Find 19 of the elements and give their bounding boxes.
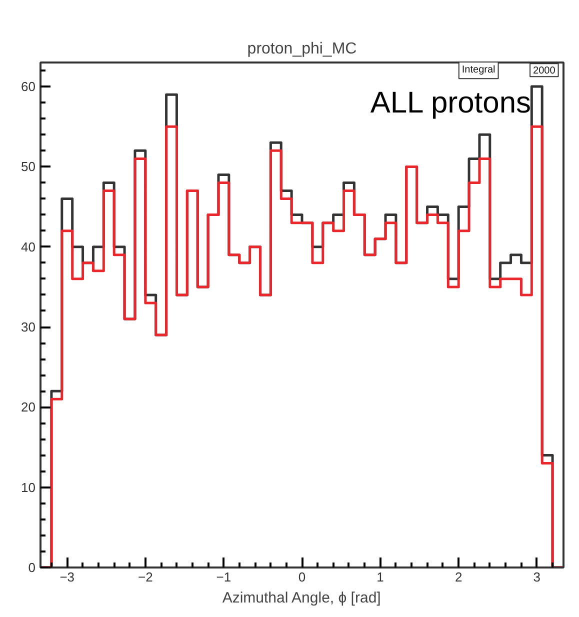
y-tick-label: 60 [21,79,36,94]
x-tick-label: −1 [216,570,232,584]
y-tick-label: 50 [21,159,36,174]
x-axis-title: Azimuthal Angle, ϕ [rad] [222,590,381,606]
annotation: ALL protons [370,86,532,120]
y-tick-label: 20 [21,400,36,415]
annotation: 2000 [533,66,556,77]
x-tick-label: 0 [298,570,306,584]
chart-title: proton_phi_MC [247,40,357,58]
y-tick-label: 10 [21,480,36,495]
y-tick-label: 30 [21,320,36,335]
x-tick-label: −2 [138,570,153,584]
x-tick-label: 1 [376,570,384,584]
annotation: Integral [462,64,496,76]
y-tick-label: 0 [28,560,36,575]
x-tick-label: 2 [454,570,462,584]
y-tick-label: 40 [21,239,36,254]
x-tick-label: −3 [60,570,75,584]
x-tick-label: 3 [533,570,540,584]
